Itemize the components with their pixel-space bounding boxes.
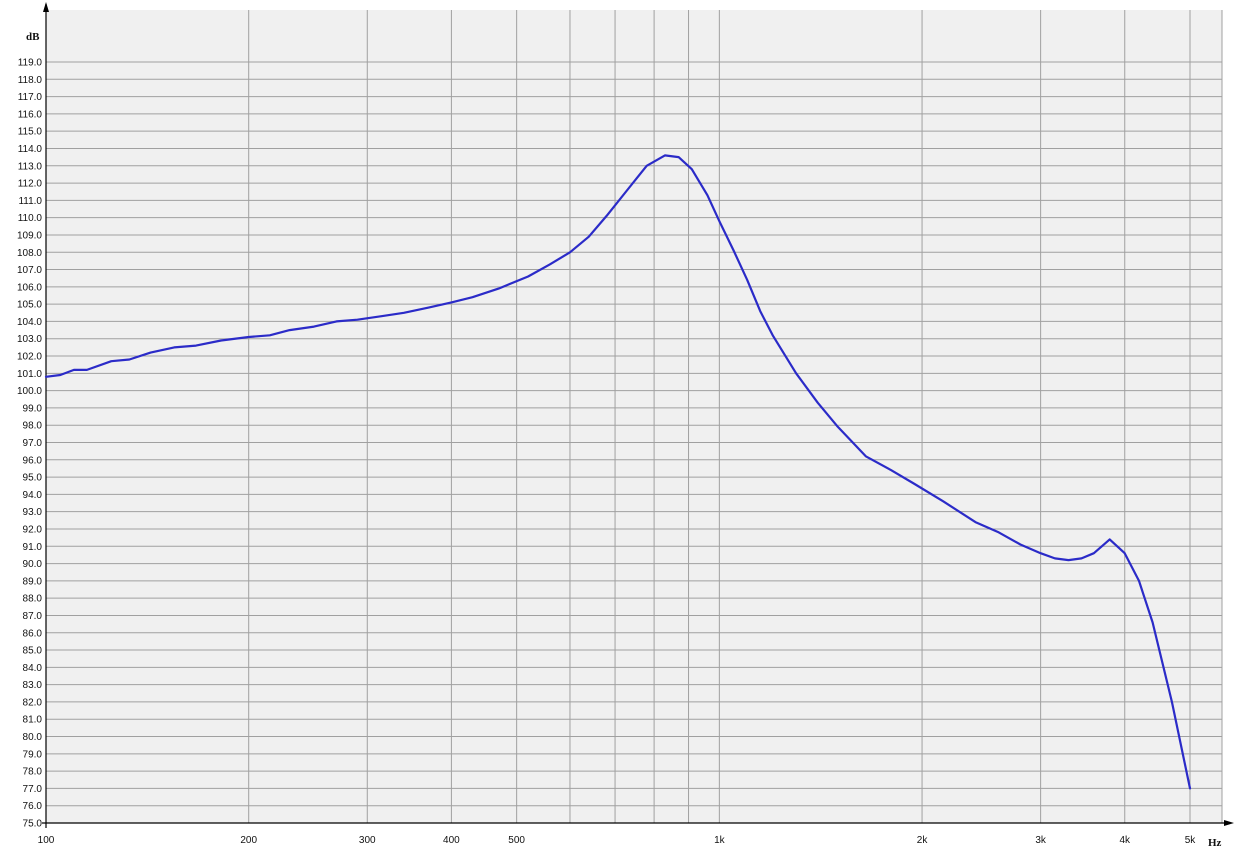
y-tick-label: 98.0	[23, 421, 43, 432]
y-tick-label: 89.0	[23, 576, 43, 587]
y-tick-label: 81.0	[23, 715, 43, 726]
y-tick-label: 80.0	[23, 732, 43, 743]
y-tick-label: 92.0	[23, 524, 43, 535]
y-tick-label: 117.0	[18, 92, 43, 103]
x-tick-label: 1k	[714, 835, 726, 846]
y-tick-label: 83.0	[23, 680, 43, 691]
y-tick-label: 110.0	[18, 213, 43, 224]
y-tick-label: 111.0	[18, 196, 42, 207]
y-tick-label: 107.0	[17, 265, 42, 276]
x-tick-label: 4k	[1119, 835, 1131, 846]
y-tick-label: 101.0	[17, 369, 42, 380]
y-tick-label: 86.0	[23, 628, 43, 639]
x-tick-label: 2k	[917, 835, 929, 846]
y-tick-label: 77.0	[23, 784, 43, 795]
y-tick-label: 99.0	[23, 403, 43, 414]
y-tick-label: 82.0	[23, 697, 43, 708]
axes-layer	[42, 2, 1234, 828]
x-tick-labels: 100 200 300 400 500 1k 2k 3k 4k 5k	[38, 835, 1197, 846]
x-tick-label: 200	[240, 835, 257, 846]
y-axis-arrow	[43, 2, 49, 12]
x-axis-unit-label: Hz	[1208, 837, 1222, 849]
x-tick-label: 5k	[1185, 835, 1197, 846]
y-tick-label: 91.0	[23, 542, 43, 553]
y-tick-label: 75.0	[23, 819, 43, 830]
x-tick-label: 100	[38, 835, 55, 846]
y-tick-labels: 75.0 76.0 77.0 78.0 79.0 80.0 81.0 82.0 83.0 84.0…	[17, 58, 42, 830]
y-tick-label: 102.0	[17, 352, 42, 363]
y-tick-label: 97.0	[23, 438, 43, 449]
y-tick-label: 94.0	[23, 490, 43, 501]
series-line	[44, 154, 1192, 790]
y-tick-label: 76.0	[23, 801, 43, 812]
x-tick-label: 3k	[1035, 835, 1047, 846]
grid-layer	[45, 10, 1223, 824]
y-tick-label: 105.0	[17, 300, 42, 311]
y-tick-label: 118.0	[18, 75, 43, 86]
y-tick-label: 90.0	[23, 559, 43, 570]
y-axis-unit-label: dB	[26, 31, 40, 43]
y-tick-label: 116.0	[18, 109, 43, 120]
series-layer	[44, 154, 1192, 790]
y-tick-label: 85.0	[23, 646, 43, 657]
y-tick-label: 113.0	[18, 161, 43, 172]
y-tick-label: 88.0	[23, 594, 43, 605]
y-tick-label: 103.0	[17, 334, 42, 345]
y-tick-label: 87.0	[23, 611, 43, 622]
y-tick-label: 108.0	[17, 248, 42, 259]
plot-background	[46, 10, 1222, 823]
y-tick-label: 104.0	[17, 317, 42, 328]
y-tick-label: 78.0	[23, 767, 43, 778]
y-tick-label: 79.0	[23, 749, 43, 760]
y-tick-label: 115.0	[18, 127, 43, 138]
y-tick-label: 100.0	[17, 386, 42, 397]
y-tick-label: 84.0	[23, 663, 43, 674]
x-axis-arrow	[1224, 820, 1234, 826]
y-tick-label: 119.0	[18, 58, 43, 69]
x-tick-label: 500	[508, 835, 525, 846]
y-tick-label: 106.0	[17, 282, 42, 293]
x-tick-label: 400	[443, 835, 460, 846]
x-tick-label: 300	[359, 835, 376, 846]
y-tick-label: 112.0	[18, 179, 43, 190]
y-tick-label: 114.0	[18, 144, 43, 155]
y-tick-label: 95.0	[23, 473, 43, 484]
y-tick-label: 109.0	[17, 230, 42, 241]
y-tick-label: 96.0	[23, 455, 43, 466]
y-tick-label: 93.0	[23, 507, 43, 518]
